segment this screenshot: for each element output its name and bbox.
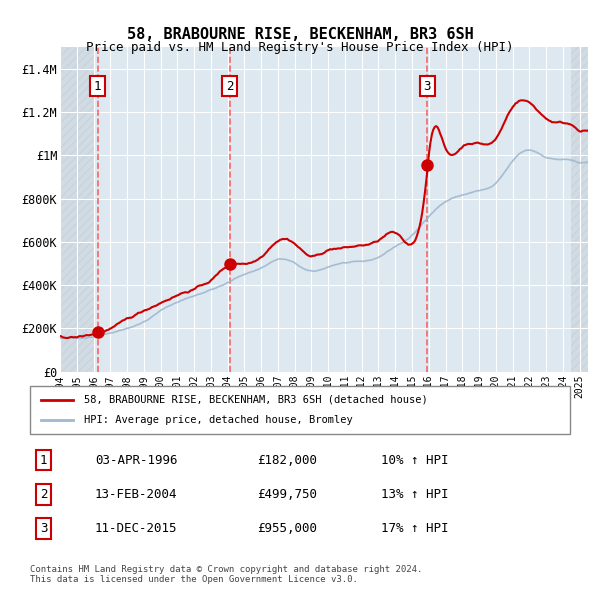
Text: 11-DEC-2015: 11-DEC-2015 (95, 522, 178, 535)
Text: 58, BRABOURNE RISE, BECKENHAM, BR3 6SH: 58, BRABOURNE RISE, BECKENHAM, BR3 6SH (127, 27, 473, 41)
Text: 2: 2 (226, 80, 233, 93)
Text: £499,750: £499,750 (257, 488, 317, 501)
Text: 58, BRABOURNE RISE, BECKENHAM, BR3 6SH (detached house): 58, BRABOURNE RISE, BECKENHAM, BR3 6SH (… (84, 395, 428, 405)
Text: 1: 1 (40, 454, 47, 467)
Text: 03-APR-1996: 03-APR-1996 (95, 454, 178, 467)
Text: HPI: Average price, detached house, Bromley: HPI: Average price, detached house, Brom… (84, 415, 353, 425)
Bar (60, 47, 94, 372)
Text: 13% ↑ HPI: 13% ↑ HPI (381, 488, 449, 501)
Text: Contains HM Land Registry data © Crown copyright and database right 2024.
This d: Contains HM Land Registry data © Crown c… (30, 565, 422, 584)
Text: 3: 3 (40, 522, 47, 535)
Bar (571, 47, 588, 372)
Text: 13-FEB-2004: 13-FEB-2004 (95, 488, 178, 501)
Text: Price paid vs. HM Land Registry's House Price Index (HPI): Price paid vs. HM Land Registry's House … (86, 41, 514, 54)
Text: 17% ↑ HPI: 17% ↑ HPI (381, 522, 449, 535)
Text: £182,000: £182,000 (257, 454, 317, 467)
Text: 10% ↑ HPI: 10% ↑ HPI (381, 454, 449, 467)
FancyBboxPatch shape (30, 386, 570, 434)
Text: 1: 1 (94, 80, 101, 93)
Text: 2: 2 (40, 488, 47, 501)
Text: £955,000: £955,000 (257, 522, 317, 535)
Text: 3: 3 (424, 80, 431, 93)
